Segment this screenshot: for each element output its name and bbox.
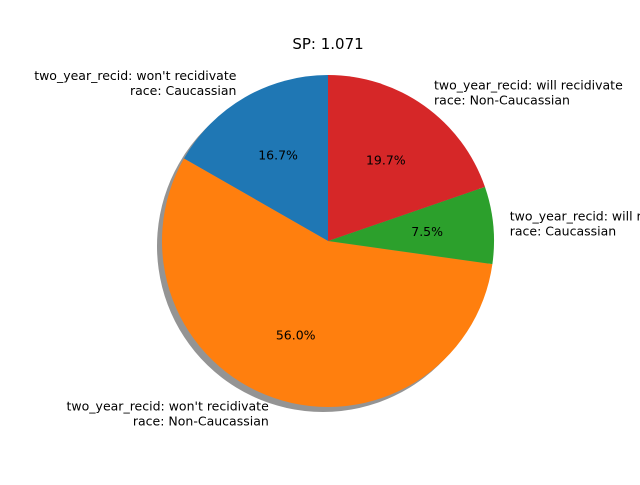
slice-label-3: two_year_recid: will recidivate race: Non… <box>434 77 623 107</box>
slice-label-line-3-1: race: Non-Caucassian <box>434 92 570 107</box>
pct-label-2: 7.5% <box>411 224 443 239</box>
slice-label-line-0-0: two_year_recid: won't recidivate <box>34 68 237 83</box>
pct-labels: 16.7% 56.0% 7.5% 19.7% <box>258 147 443 342</box>
pie-slice-0 <box>183 75 328 241</box>
pie-slice-3 <box>328 75 485 241</box>
pct-label-0: 16.7% <box>258 147 298 162</box>
slice-label-line-3-0: two_year_recid: will recidivate <box>434 77 623 92</box>
slice-label-1: two_year_recid: won't recidivate race: No… <box>67 399 270 429</box>
chart-title: SP: 1.071 <box>292 35 363 53</box>
slice-label-line-1-0: two_year_recid: won't recidivate <box>67 399 270 414</box>
slice-label-0: two_year_recid: won't recidivate race: Ca… <box>34 68 237 98</box>
pct-label-1: 56.0% <box>276 328 316 343</box>
pie-slices <box>162 75 494 407</box>
pie-slice-2 <box>328 186 494 265</box>
pct-label-3: 19.7% <box>366 152 406 167</box>
slice-label-line-2-0: two_year_recid: will recidivate <box>510 209 640 224</box>
slice-label-line-0-1: race: Caucassian <box>130 83 236 98</box>
slice-label-line-2-1: race: Caucassian <box>510 224 616 239</box>
slice-label-line-1-1: race: Non-Caucassian <box>133 414 269 429</box>
pie-slice-1 <box>162 158 493 407</box>
slice-labels: two_year_recid: won't recidivate race: Ca… <box>34 68 640 429</box>
